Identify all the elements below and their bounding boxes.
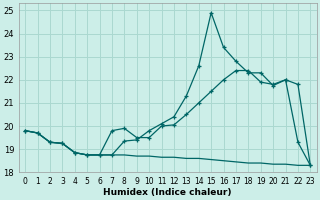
X-axis label: Humidex (Indice chaleur): Humidex (Indice chaleur) — [103, 188, 232, 197]
